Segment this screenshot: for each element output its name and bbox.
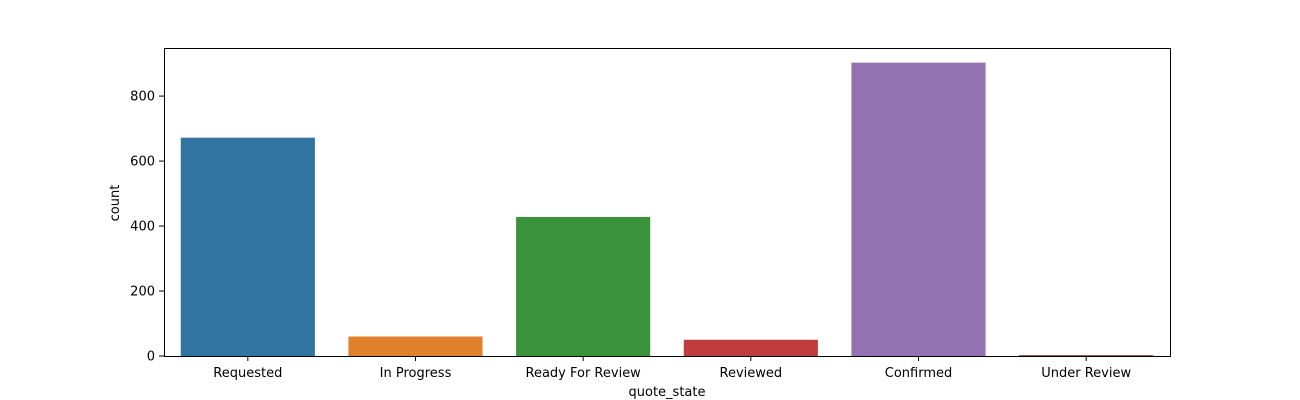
bar-under-review <box>1019 355 1154 356</box>
bar-confirmed <box>851 62 986 357</box>
y-axis-label: count <box>108 185 123 222</box>
bar-reviewed <box>683 339 818 356</box>
bars-layer <box>180 62 1154 357</box>
x-tick-label: Requested <box>213 366 282 381</box>
x-axis-ticks: Requested In Progress Ready For Review Revi… <box>213 356 1131 381</box>
y-axis-ticks: 0 200 400 600 800 <box>130 90 164 365</box>
y-tick-label: 200 <box>130 285 155 300</box>
x-axis-label: quote_state <box>629 385 706 400</box>
bar-requested <box>180 137 315 356</box>
bar-in-progress <box>348 336 483 356</box>
x-tick-label: Reviewed <box>720 366 783 381</box>
x-tick-label: Ready For Review <box>526 366 642 381</box>
y-tick-label: 600 <box>130 155 155 170</box>
y-tick-label: 800 <box>130 90 155 105</box>
bar-ready-for-review <box>516 216 651 356</box>
x-tick-label: Under Review <box>1041 366 1131 381</box>
y-tick-label: 400 <box>130 220 155 235</box>
y-tick-label: 0 <box>147 350 155 365</box>
x-tick-label: Confirmed <box>885 366 953 381</box>
x-tick-label: In Progress <box>380 366 452 381</box>
plot-frame <box>164 48 1171 357</box>
